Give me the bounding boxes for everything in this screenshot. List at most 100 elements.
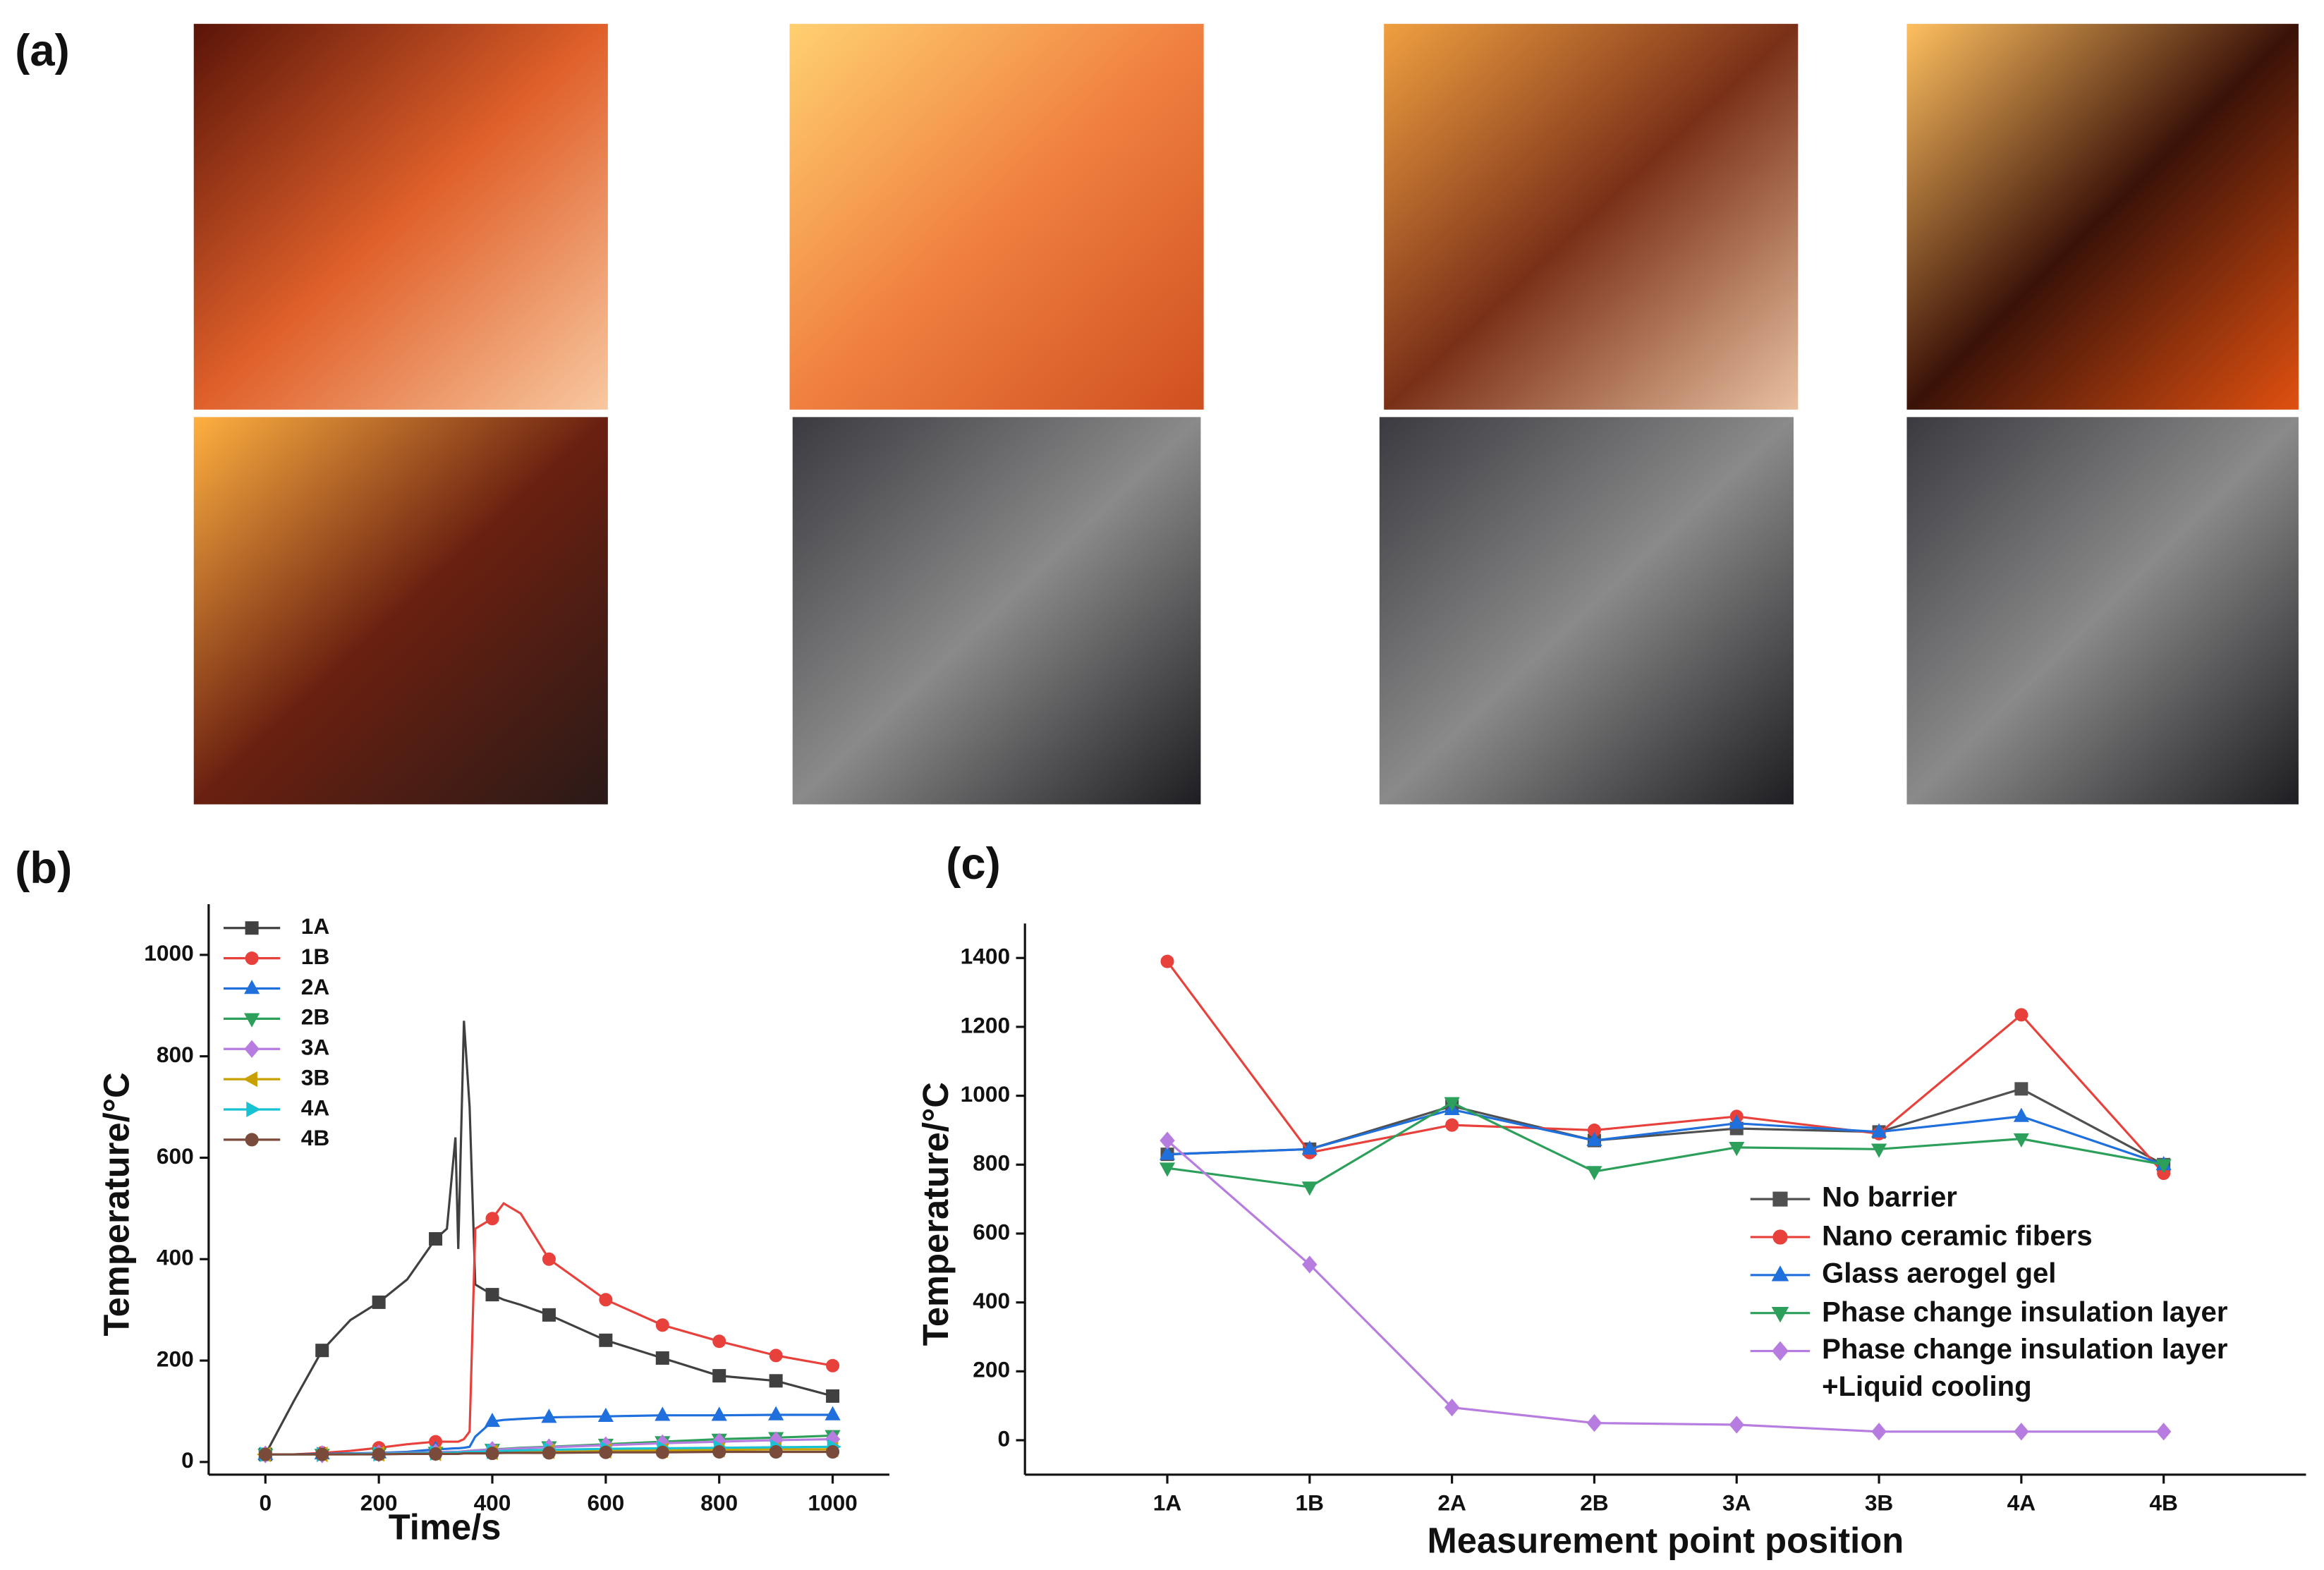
marker: [1771, 1307, 1789, 1323]
marker: [825, 1406, 841, 1420]
x-tick-label: 4B: [2149, 1490, 2177, 1515]
marker: [1160, 1131, 1175, 1150]
legend-label: 2A: [301, 974, 330, 999]
x-tick-label: 1000: [808, 1490, 857, 1515]
legend-label: 3B: [301, 1064, 329, 1090]
legend-label: Phase change insulation layer: [1822, 1296, 2228, 1328]
y-tick-label: 200: [157, 1346, 194, 1371]
photo: [1906, 23, 2299, 410]
marker: [429, 1231, 443, 1246]
legend-label: Phase change insulation layer +Liquid co…: [1822, 1334, 2228, 1404]
legend-entry: No barrier: [1822, 1182, 1957, 1215]
panel-label: (c): [946, 839, 1000, 889]
marker: [1159, 1145, 1176, 1160]
marker: [244, 980, 260, 994]
y-axis-title: Temperature/°C: [97, 1072, 137, 1336]
photo-grid: [193, 23, 2299, 805]
series-line: [265, 1450, 833, 1456]
y-tick-label: 800: [973, 1150, 1010, 1176]
marker: [485, 1447, 499, 1461]
y-tick-label: 1000: [144, 940, 193, 966]
marker: [1870, 1143, 1887, 1158]
series-line: [264, 1021, 833, 1455]
marker: [245, 951, 259, 966]
marker: [2014, 1008, 2028, 1022]
legend-label: Nano ceramic fibers: [1822, 1220, 2093, 1253]
marker: [711, 1406, 727, 1421]
marker: [246, 1101, 261, 1118]
marker: [244, 1013, 260, 1028]
marker: [655, 1351, 669, 1365]
x-tick-label: 3B: [1865, 1490, 1893, 1515]
x-tick-label: 800: [700, 1490, 738, 1515]
marker: [826, 1444, 840, 1459]
marker: [485, 1288, 499, 1302]
marker: [2014, 1423, 2029, 1441]
marker: [712, 1444, 726, 1459]
panel-label: (b): [15, 844, 72, 893]
legend-entry: Glass aerogel gel: [1822, 1258, 2057, 1290]
marker: [1870, 1123, 1887, 1138]
x-axis-title: Time/s: [389, 1507, 501, 1547]
x-tick-label: 200: [360, 1490, 398, 1515]
photo: [1906, 417, 2299, 805]
marker: [243, 1071, 257, 1088]
marker: [1729, 1142, 1745, 1157]
marker: [372, 1295, 386, 1309]
marker: [1772, 1229, 1788, 1245]
marker: [244, 1040, 260, 1058]
x-tick-label: 400: [474, 1490, 511, 1515]
x-tick-label: 2A: [1437, 1490, 1466, 1515]
legend-entry: Phase change insulation layer: [1822, 1296, 2228, 1328]
y-axis-title: Temperature/°C: [915, 1082, 956, 1346]
legend-label: Glass aerogel gel: [1822, 1258, 2057, 1290]
marker: [769, 1349, 783, 1363]
x-tick-label: 3A: [1722, 1490, 1751, 1515]
series-line: [265, 1202, 833, 1456]
x-tick-label: 2B: [1580, 1490, 1608, 1515]
x-tick-label: 4A: [2007, 1490, 2036, 1515]
marker: [315, 1447, 329, 1461]
marker: [712, 1334, 726, 1349]
y-tick-label: 800: [157, 1042, 194, 1067]
marker: [769, 1444, 783, 1459]
y-tick-label: 0: [997, 1425, 1010, 1451]
marker: [1772, 1191, 1788, 1207]
marker: [1772, 1341, 1789, 1361]
marker: [245, 1133, 259, 1147]
marker: [541, 1408, 557, 1423]
marker: [826, 1358, 840, 1373]
marker: [769, 1374, 783, 1388]
marker: [1444, 1398, 1460, 1417]
marker: [597, 1407, 614, 1422]
y-tick-label: 1000: [961, 1081, 1010, 1107]
legend-label: 1A: [301, 913, 330, 939]
marker: [1444, 1097, 1460, 1112]
marker: [1771, 1265, 1789, 1282]
marker: [599, 1333, 613, 1347]
series-line: [1167, 1108, 2165, 1166]
legend-label: No barrier: [1822, 1182, 1957, 1215]
marker: [1302, 1255, 1318, 1274]
legend-label: 2B: [301, 1004, 329, 1030]
marker: [768, 1406, 784, 1420]
marker: [372, 1447, 386, 1461]
x-tick-label: 0: [259, 1490, 272, 1515]
photo: [1384, 23, 1799, 410]
y-tick-label: 400: [157, 1245, 194, 1270]
x-tick-label: 1B: [1296, 1490, 1324, 1515]
marker: [655, 1318, 669, 1332]
legend-entry: Nano ceramic fibers: [1822, 1220, 2093, 1253]
panel-label: (a): [15, 26, 69, 75]
series-line: [1167, 1088, 2165, 1166]
marker: [485, 1212, 499, 1226]
marker: [599, 1445, 613, 1459]
marker: [1586, 1166, 1602, 1181]
marker: [2014, 1082, 2028, 1096]
marker: [542, 1252, 556, 1266]
y-tick-label: 600: [973, 1219, 1010, 1244]
marker: [1871, 1423, 1887, 1441]
photo: [789, 23, 1204, 410]
series-line: [1166, 1139, 2164, 1433]
marker: [1159, 1162, 1176, 1177]
